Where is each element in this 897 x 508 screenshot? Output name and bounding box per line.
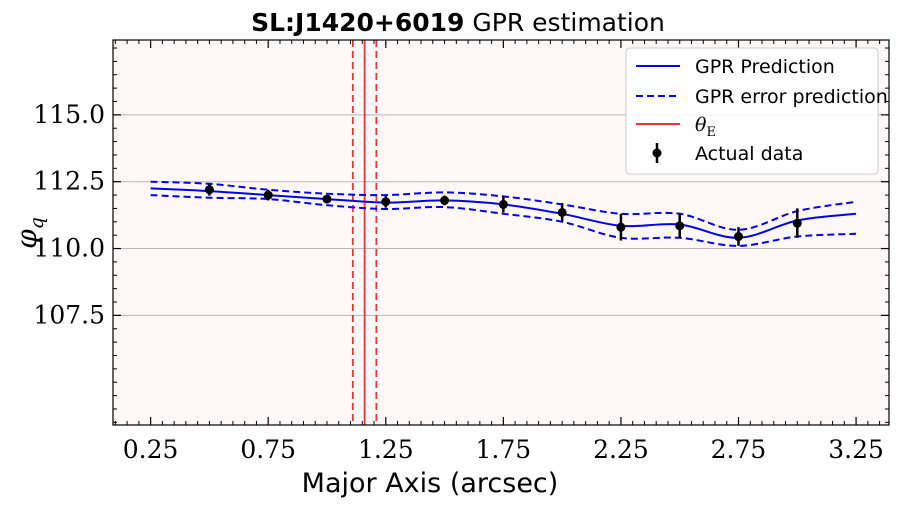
data-point (322, 194, 332, 204)
chart-title: SL:J1420+6019 GPR estimation (251, 8, 665, 37)
legend-theta-sub: E (706, 125, 716, 140)
x-tick-label: 3.25 (828, 435, 884, 464)
legend-theta-label: θE (695, 114, 716, 140)
axis-ticks: 107.5 110.0 112.5 115.0 0.25 0.75 1.25 1.75 2.25… (33, 40, 889, 464)
gpr-error-line (150, 194, 857, 247)
y-tick-label: 110.0 (33, 234, 105, 263)
legend-data-swatch (652, 143, 662, 163)
x-tick-label: 2.25 (593, 435, 649, 464)
legend-box (625, 47, 879, 175)
data-point (440, 195, 450, 205)
legend-pred-label: GPR Prediction (695, 56, 835, 78)
y-tick-label: 115.0 (33, 100, 105, 129)
y-axis-label-sub: q (26, 217, 48, 229)
gpr-error-line (150, 180, 857, 231)
legend-theta-symbol: θ (695, 114, 707, 136)
data-point (498, 199, 508, 209)
x-axis-label: Major Axis (arcsec) (302, 468, 559, 499)
y-axis-label: φq (10, 217, 48, 249)
x-tick-label: 2.75 (711, 435, 767, 464)
y-tick-label: 112.5 (33, 167, 105, 196)
data-point (381, 197, 391, 207)
x-tick-label: 1.25 (358, 435, 414, 464)
data-point (792, 218, 802, 228)
data-point (263, 190, 273, 200)
legend: GPR Prediction GPR error prediction θE A… (625, 47, 888, 175)
y-axis-label-symbol: φ (10, 229, 43, 249)
data-point (204, 185, 214, 195)
chart-title-bold: SL:J1420+6019 (251, 8, 464, 37)
data-point (675, 221, 685, 231)
plot-frame (112, 39, 890, 426)
data-point (557, 207, 567, 217)
theta-e-lines (351, 40, 378, 425)
data-point (616, 222, 626, 232)
x-tick-label: 1.75 (476, 435, 532, 464)
grid-lines (113, 114, 889, 316)
data-point (734, 232, 744, 242)
legend-err-label: GPR error prediction (695, 86, 888, 108)
x-tick-label: 0.25 (123, 435, 179, 464)
x-tick-label: 0.75 (240, 435, 296, 464)
chart-title-rest: GPR estimation (464, 8, 664, 37)
y-tick-label: 107.5 (33, 300, 105, 329)
actual-data-points (204, 183, 802, 246)
legend-data-label: Actual data (695, 143, 803, 165)
